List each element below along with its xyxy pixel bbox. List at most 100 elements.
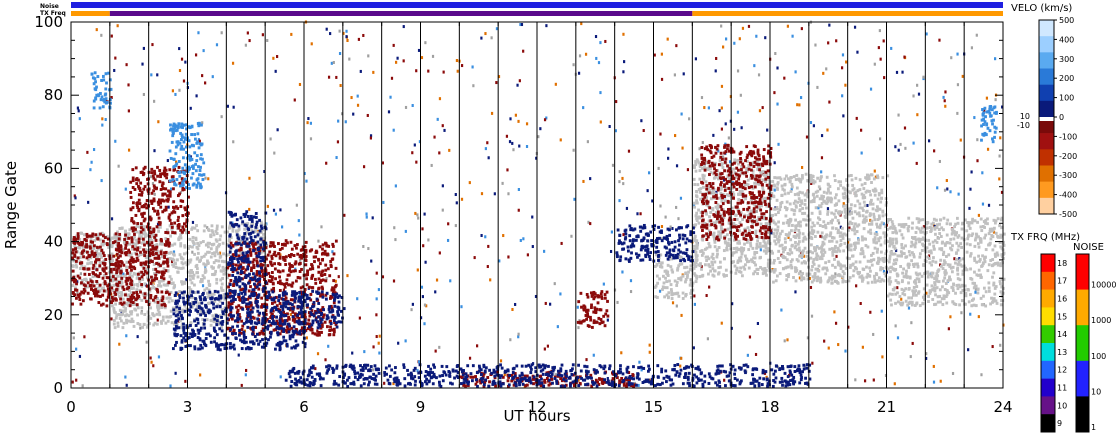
ground_scatter-cell — [261, 250, 265, 254]
ground_scatter-cell — [900, 223, 904, 227]
negative_velocity-cell — [163, 174, 167, 178]
ground_scatter-cell — [714, 211, 718, 215]
ground_scatter-cell — [904, 244, 907, 248]
ground_scatter-cell — [153, 300, 157, 304]
ground_scatter-cell — [220, 282, 224, 286]
scatter-cell — [819, 234, 822, 238]
ground_scatter-cell — [858, 178, 862, 182]
scatter-cell — [127, 148, 131, 152]
ground_scatter-cell — [674, 292, 678, 296]
ground_scatter-cell — [988, 229, 992, 233]
ground_scatter-cell — [150, 250, 153, 254]
ground_scatter-cell — [212, 292, 216, 296]
negative_velocity-cell — [101, 276, 105, 280]
ground_scatter-cell — [193, 252, 196, 256]
scatter-cell — [667, 147, 670, 151]
scatter-cell — [75, 347, 78, 351]
ground_scatter-cell — [728, 164, 732, 168]
negative_velocity-cell — [168, 213, 172, 217]
negative_velocity-cell — [137, 237, 141, 241]
scatter-cell — [664, 215, 667, 219]
ground_scatter-cell — [873, 189, 877, 193]
scatter-cell — [413, 143, 416, 147]
ground_scatter-cell — [876, 247, 879, 251]
ground_scatter-cell — [856, 199, 860, 203]
scatter-cell — [881, 355, 884, 359]
scatter-cell — [625, 206, 629, 210]
ground_scatter-cell — [695, 199, 698, 203]
ground_scatter-cell — [162, 300, 166, 304]
negative_velocity-cell — [252, 243, 255, 247]
ground_scatter-cell — [963, 288, 967, 292]
ground_scatter-cell — [806, 277, 810, 281]
ground_scatter-cell — [851, 216, 855, 220]
negative_velocity-cell — [127, 248, 131, 252]
ground_scatter-cell — [164, 321, 168, 325]
scatter-cell — [873, 169, 876, 173]
negative_velocity-cell — [273, 262, 277, 266]
ground_scatter-cell — [681, 296, 685, 300]
ground_scatter-cell — [809, 256, 813, 260]
scatter-cell — [327, 344, 330, 348]
ground_scatter-cell — [737, 192, 741, 196]
ground_scatter-cell — [878, 236, 882, 240]
negative_velocity-cell — [329, 304, 333, 308]
ground_scatter-cell — [976, 242, 980, 246]
ground_scatter-cell — [812, 262, 816, 266]
scatter-cell — [599, 91, 602, 95]
ground_scatter-cell — [824, 223, 827, 227]
ground_scatter-cell — [141, 232, 145, 236]
ground_scatter-cell — [929, 274, 933, 278]
ground_scatter-cell — [901, 292, 905, 296]
ground_scatter-cell — [211, 317, 215, 321]
ground_scatter-cell — [215, 239, 219, 243]
ground_scatter-cell — [193, 226, 197, 230]
scatter-cell — [215, 43, 219, 47]
ground_scatter-cell — [133, 235, 136, 239]
ground_scatter-cell — [209, 233, 213, 237]
negative_velocity-cell — [162, 261, 165, 265]
ground_scatter-cell — [940, 241, 944, 245]
ground_scatter-cell — [727, 194, 731, 198]
ground_scatter-cell — [845, 188, 849, 192]
scatter-cell — [314, 367, 317, 371]
ground_scatter-cell — [191, 245, 194, 249]
ground_scatter-cell — [822, 190, 826, 194]
ground_scatter-cell — [755, 161, 758, 165]
scatter-cell — [544, 301, 547, 305]
ground_scatter-cell — [130, 310, 134, 314]
ground_scatter-cell — [155, 312, 159, 316]
ground_scatter-cell — [145, 325, 149, 329]
ground_scatter-cell — [762, 249, 766, 253]
ground_scatter-cell — [800, 199, 803, 203]
ground_scatter-cell — [911, 262, 915, 266]
ground_scatter-cell — [797, 177, 801, 181]
ground_scatter-cell — [199, 280, 203, 284]
ground_scatter-cell — [664, 269, 668, 273]
negative_velocity-cell — [165, 242, 169, 246]
ground_scatter-cell — [825, 175, 829, 179]
negative_velocity-cell — [155, 261, 159, 265]
ground_scatter-cell — [854, 260, 858, 264]
negative_velocity-cell — [139, 263, 143, 267]
negative_velocity-cell — [138, 189, 142, 193]
ground_scatter-cell — [892, 245, 896, 249]
scatter-cell — [125, 383, 128, 387]
ground_scatter-cell — [996, 253, 1000, 257]
scatter-cell — [118, 342, 121, 346]
scatter-cell — [582, 179, 585, 183]
negative_velocity-cell — [328, 274, 332, 278]
scatter-cell — [297, 219, 300, 223]
scatter-cell — [915, 161, 918, 165]
ground_scatter-cell — [801, 239, 805, 243]
ground_scatter-cell — [831, 250, 835, 254]
ground_scatter-cell — [790, 208, 794, 212]
scatter-cell — [522, 49, 525, 53]
ground_scatter-cell — [957, 244, 961, 248]
ground_scatter-cell — [805, 254, 809, 258]
ground_scatter-cell — [155, 249, 159, 253]
scatter-cell — [512, 148, 515, 152]
ground_scatter-cell — [772, 261, 776, 265]
scatter-cell — [810, 314, 814, 318]
scatter-cell — [421, 227, 424, 231]
